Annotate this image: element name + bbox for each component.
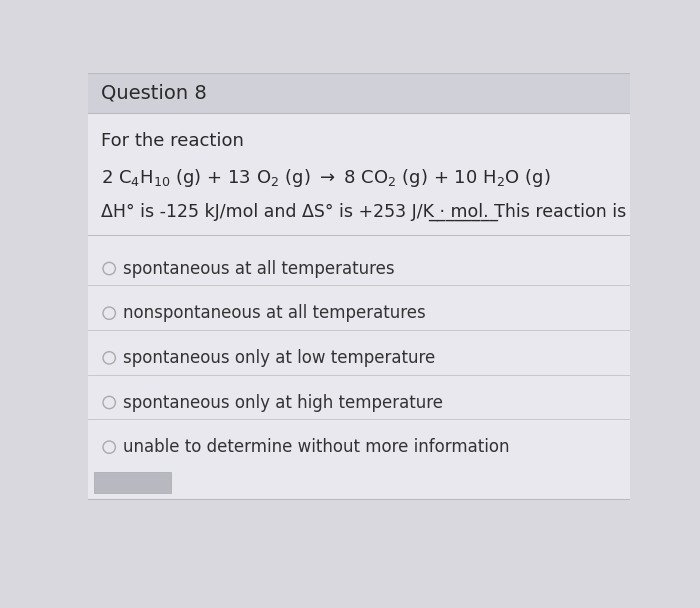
Text: spontaneous only at high temperature: spontaneous only at high temperature (123, 393, 443, 412)
Text: nonspontaneous at all temperatures: nonspontaneous at all temperatures (123, 304, 426, 322)
Bar (88, 73, 630, 113)
Text: 2 C$_4$H$_{10}$ (g) + 13 O$_2$ (g) $\rightarrow$ 8 CO$_2$ (g) + 10 H$_2$O (g): 2 C$_4$H$_{10}$ (g) + 13 O$_2$ (g) $\rig… (102, 167, 551, 188)
Bar (88, 113, 630, 499)
Bar (88, 499, 630, 541)
Bar (94, 472, 172, 493)
Text: For the reaction: For the reaction (102, 132, 244, 150)
Text: spontaneous only at low temperature: spontaneous only at low temperature (123, 349, 435, 367)
Text: ΔH° is -125 kJ/mol and ΔS° is +253 J/K · mol. This reaction is: ΔH° is -125 kJ/mol and ΔS° is +253 J/K ·… (102, 202, 626, 221)
Text: spontaneous at all temperatures: spontaneous at all temperatures (123, 260, 395, 277)
Text: unable to determine without more information: unable to determine without more informa… (123, 438, 510, 456)
Text: Question 8: Question 8 (102, 83, 207, 103)
Text: ________.: ________. (428, 202, 504, 221)
